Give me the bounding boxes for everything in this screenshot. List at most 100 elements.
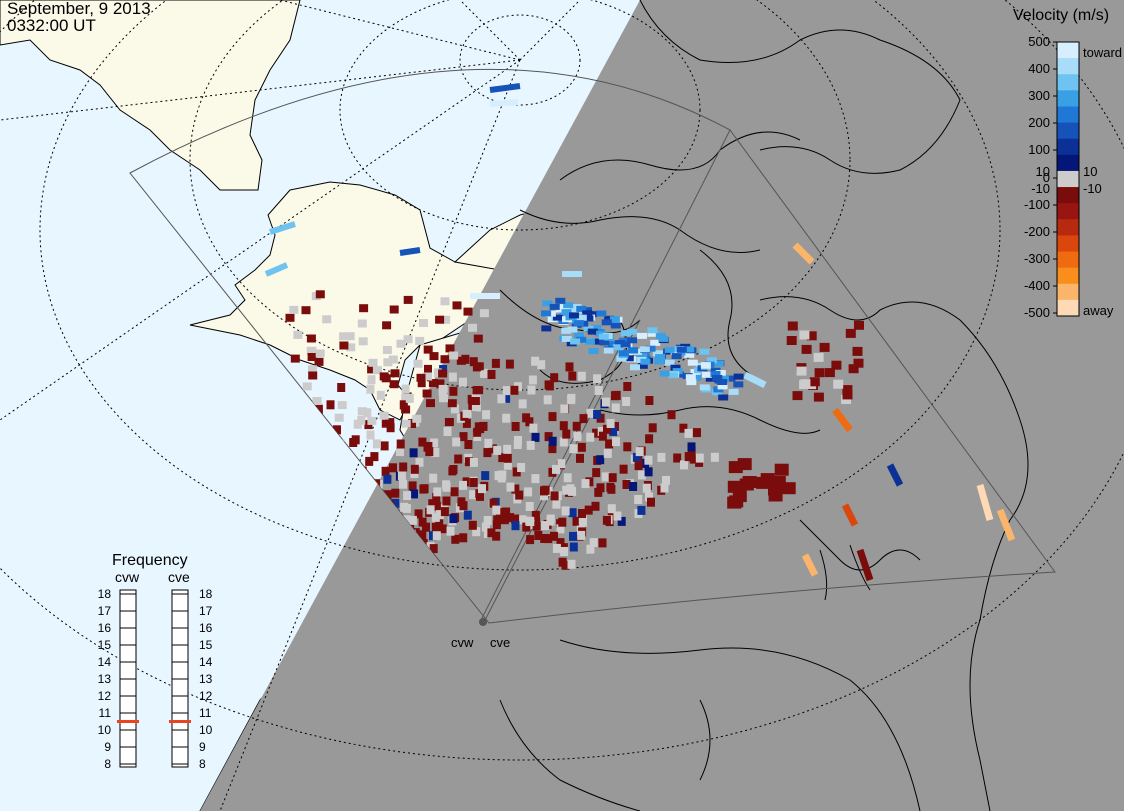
frequency-scale-label: 13: [98, 672, 112, 686]
scatter-cell: [622, 397, 631, 406]
scatter-cell: [432, 493, 441, 502]
scatter-cell: [592, 428, 601, 438]
scatter-cell: [673, 453, 682, 463]
scatter-cell: [573, 432, 582, 441]
scatter-cell: [449, 386, 458, 396]
scatter-beam: [792, 242, 815, 265]
scatter-cell: [647, 327, 658, 334]
scatter-cell: [474, 362, 484, 371]
scatter-cell: [506, 513, 515, 523]
scatter-beam: [996, 508, 1016, 542]
scatter-cell: [440, 297, 450, 306]
colorbar-segment: [1057, 138, 1079, 156]
scatter-cell: [715, 370, 726, 376]
scatter-cell: [401, 384, 410, 394]
scatter-cell: [473, 334, 483, 343]
colorbar-tick-label: 100: [1028, 142, 1050, 157]
scatter-cell: [410, 489, 418, 499]
scatter-cell: [502, 413, 511, 423]
scatter-cell: [481, 522, 490, 532]
scatter-cell: [381, 466, 390, 476]
scatter-cell: [307, 353, 317, 361]
scatter-cell: [684, 428, 693, 438]
scatter-cell: [454, 454, 463, 464]
scatter-cell: [414, 509, 423, 519]
frequency-panel: Frequency cvw cve 18 18 17 17 16 16 15 15 14 14 13…: [98, 552, 213, 771]
scatter-cell: [687, 442, 696, 452]
frequency-scale-label: 16: [98, 621, 112, 635]
scatter-cell: [848, 364, 859, 374]
scatter-beam: [489, 99, 519, 107]
scatter-cell: [591, 501, 600, 511]
scatter-cell: [472, 527, 481, 537]
scatter-cell: [548, 436, 557, 446]
scatter-cell: [416, 373, 426, 382]
colorbar-tick-label: -10: [1083, 181, 1102, 196]
scatter-cell: [424, 364, 432, 374]
scatter-cell: [642, 483, 651, 493]
scatter-cell: [658, 335, 669, 342]
scatter-cell: [806, 331, 817, 341]
scatter-cell: [382, 321, 392, 330]
scatter-cell: [581, 479, 590, 489]
scatter-cell: [479, 309, 489, 318]
scatter-cell: [567, 395, 576, 405]
scatter-cell: [577, 530, 586, 540]
scatter-cell: [552, 543, 561, 553]
scatter-cell: [459, 377, 467, 387]
colorbar-segment: [1057, 90, 1079, 107]
scatter-cell: [579, 414, 588, 424]
scatter-cell: [476, 491, 484, 501]
scatter-cell: [637, 505, 646, 515]
scatter-cell: [617, 516, 626, 526]
scatter-cell: [469, 357, 478, 367]
scatter-cell: [474, 386, 484, 395]
scatter-cell: [429, 352, 439, 361]
colorbar-tick-label: -500: [1024, 305, 1050, 320]
scatter-cell: [462, 409, 472, 418]
scatter-cell: [561, 327, 572, 334]
scatter-cell: [506, 482, 515, 492]
scatter-cell: [389, 380, 399, 389]
scatter-cell: [531, 356, 540, 366]
scatter-cell: [737, 458, 752, 471]
scatter-cell: [493, 445, 502, 455]
scatter-cell: [853, 358, 864, 368]
velocity-legend-title: Velocity (m/s): [1013, 7, 1109, 24]
scatter-cell: [431, 512, 440, 522]
scatter-cell: [561, 506, 570, 516]
scatter-cell: [689, 454, 698, 464]
scatter-cell: [577, 442, 586, 452]
scatter-cell: [727, 480, 742, 493]
scatter-cell: [598, 538, 607, 548]
scatter-cell: [314, 404, 323, 414]
scatter-cell: [399, 400, 408, 410]
scatter-cell: [357, 319, 367, 328]
scatter-cell: [799, 330, 810, 340]
scatter-cell: [652, 350, 663, 357]
scatter-cell: [561, 560, 570, 570]
frequency-scale-label: 11: [99, 706, 112, 720]
scatter-cell: [705, 375, 716, 382]
scatter-cell: [592, 338, 603, 345]
scatter-cell: [604, 315, 615, 322]
scatter-cell: [441, 315, 451, 324]
scatter-cell: [468, 520, 477, 530]
scatter-cell: [813, 392, 824, 402]
scatter-cell: [693, 428, 701, 438]
scatter-cell: [786, 336, 797, 345]
scatter-cell: [481, 471, 490, 481]
scatter-cell: [742, 476, 757, 488]
scatter-cell: [596, 483, 605, 493]
scatter-cell: [388, 355, 398, 364]
scatter-cell: [603, 424, 611, 434]
scatter-cell: [599, 339, 610, 346]
scatter-cell: [401, 419, 411, 428]
scatter-cell: [489, 498, 498, 508]
scatter-cell: [685, 374, 696, 381]
scatter-cell: [358, 337, 368, 346]
scatter-cell: [511, 514, 520, 524]
scatter-cell: [801, 344, 812, 354]
scatter-cell: [648, 423, 657, 433]
